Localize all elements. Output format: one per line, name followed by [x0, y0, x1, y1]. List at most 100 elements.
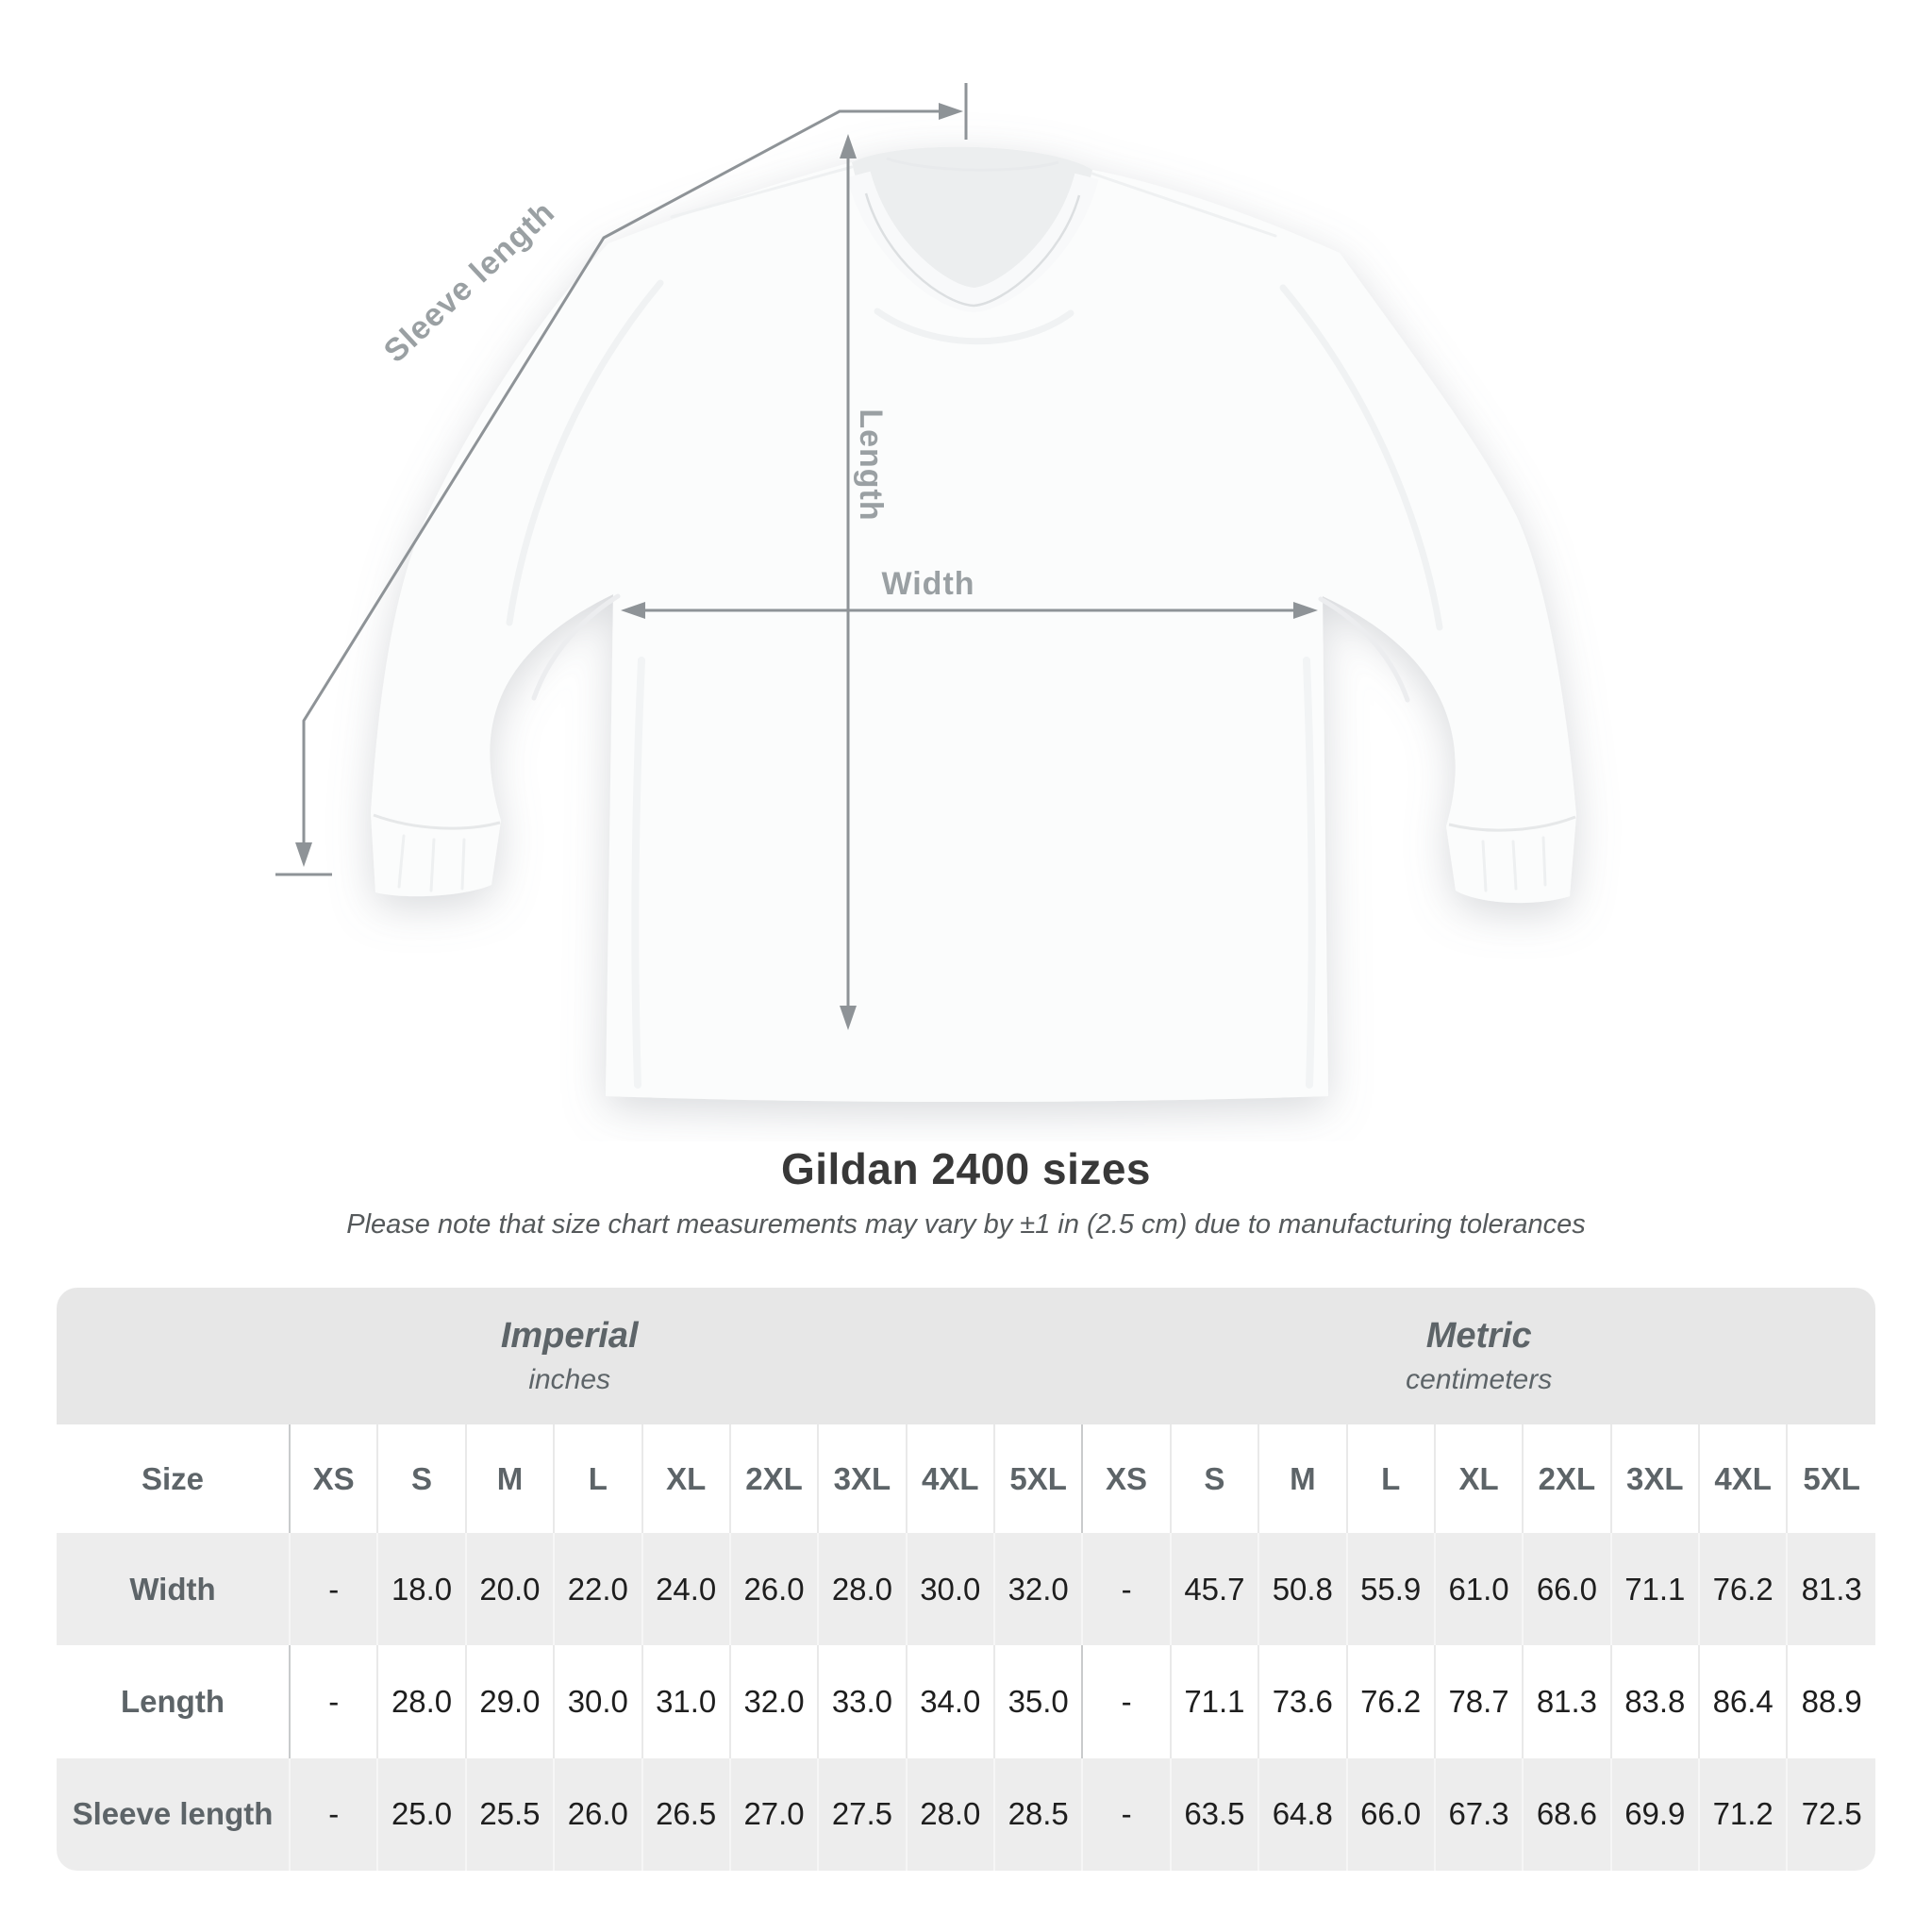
tolerance-note: Please note that size chart measurements…: [346, 1209, 1586, 1240]
left-armpit-crease: [531, 593, 621, 701]
table-cell: -: [288, 1645, 378, 1758]
imperial-label: Imperial: [500, 1316, 639, 1356]
col-header-metric-3xl: 3XL: [1609, 1424, 1699, 1533]
chest-collar-shadow: [874, 308, 1074, 345]
table-cell: 88.9: [1786, 1645, 1875, 1758]
table-cell: 50.8: [1257, 1533, 1347, 1646]
collar-band: [846, 171, 1099, 313]
right-body-shadow: [1303, 657, 1316, 1089]
table-cell: 26.0: [728, 1533, 819, 1646]
sleeve-length-line: [302, 109, 958, 860]
table-cell: 30.0: [905, 1533, 994, 1646]
length-label: Length: [853, 408, 889, 521]
table-cell: 71.1: [1169, 1645, 1259, 1758]
table-cell: 33.0: [817, 1645, 907, 1758]
table-cell: 73.6: [1257, 1645, 1347, 1758]
table-cell: -: [1081, 1645, 1171, 1758]
table-cell: 28.0: [376, 1645, 466, 1758]
col-header-imperial-4xl: 4XL: [905, 1424, 994, 1533]
left-shoulder-seam: [670, 165, 854, 219]
col-header-metric-m: M: [1257, 1424, 1347, 1533]
left-body-shadow: [631, 657, 645, 1089]
length-measure: Length: [840, 134, 889, 1030]
table-cell: 81.3: [1786, 1533, 1875, 1646]
left-cuff-seam: [373, 813, 501, 830]
size-col-header: Size: [141, 1460, 205, 1496]
shirt-illustration: [371, 146, 1576, 1103]
table-cell: 78.7: [1433, 1645, 1524, 1758]
table-cell: 63.5: [1169, 1757, 1259, 1871]
row-label: Sleeve length: [72, 1796, 274, 1832]
imperial-unit-header: Imperial inches: [57, 1288, 1082, 1424]
title-block: Gildan 2400 sizes Please note that size …: [0, 1143, 1932, 1241]
table-cell: 29.0: [464, 1645, 555, 1758]
sleeve-length-row: Sleeve length - 25.0 25.5 26.0 26.5 27.0…: [57, 1757, 1875, 1871]
col-header-metric-s: S: [1169, 1424, 1259, 1533]
table-cell: 28.5: [992, 1757, 1083, 1871]
table-cell: 69.9: [1609, 1757, 1699, 1871]
table-cell: 55.9: [1345, 1533, 1435, 1646]
table-cell: 34.0: [905, 1645, 994, 1758]
table-cell: 45.7: [1169, 1533, 1259, 1646]
table-cell: -: [288, 1533, 378, 1646]
table-cell: 25.5: [464, 1757, 555, 1871]
table-cell: 64.8: [1257, 1757, 1347, 1871]
sleeve-length-arrowhead-right: [939, 103, 963, 120]
right-cuff-seam: [1448, 815, 1576, 832]
length-arrowhead-up: [840, 134, 857, 158]
right-armpit-crease: [1318, 596, 1410, 703]
table-cell: 27.0: [728, 1757, 819, 1871]
table-cell: 30.0: [553, 1645, 642, 1758]
width-arrowhead-left: [621, 602, 645, 619]
metric-unit: centimeters: [1406, 1364, 1553, 1395]
col-header-imperial-xl: XL: [641, 1424, 730, 1533]
table-cell: 26.5: [641, 1757, 730, 1871]
col-header-metric-l: L: [1345, 1424, 1435, 1533]
table-cell: -: [1081, 1757, 1171, 1871]
table-cell: 71.1: [1609, 1533, 1699, 1646]
width-measure: Width: [621, 566, 1318, 619]
metric-unit-header: Metric centimeters: [1082, 1288, 1875, 1424]
right-sleeve-crease: [1279, 284, 1443, 631]
table-cell: 83.8: [1609, 1645, 1699, 1758]
back-collar-line: [886, 157, 1059, 172]
table-cell: 31.0: [641, 1645, 730, 1758]
unit-band: Imperial inches Metric centimeters: [57, 1288, 1875, 1424]
table-cell: 35.0: [992, 1645, 1083, 1758]
width-label: Width: [881, 566, 974, 602]
page-title: Gildan 2400 sizes: [780, 1144, 1152, 1193]
table-cell: 32.0: [728, 1645, 819, 1758]
imperial-unit: inches: [528, 1364, 611, 1395]
col-header-metric-xl: XL: [1433, 1424, 1524, 1533]
table-cell: 28.0: [905, 1757, 994, 1871]
table-cell: 67.3: [1433, 1757, 1524, 1871]
table-cell: 25.0: [376, 1757, 466, 1871]
col-header-imperial-l: L: [553, 1424, 642, 1533]
sleeve-length-arrowhead-down: [295, 842, 312, 867]
left-cuff-ribs: [397, 834, 466, 892]
size-table: Size XS S M L XL 2XL 3XL 4XL 5XL XS S M …: [57, 1424, 1875, 1871]
collar-seam: [864, 192, 1081, 308]
col-header-imperial-5xl: 5XL: [992, 1424, 1083, 1533]
table-cell: 66.0: [1345, 1757, 1435, 1871]
table-cell: 26.0: [553, 1757, 642, 1871]
length-row: Length - 28.0 29.0 30.0 31.0 32.0 33.0 3…: [57, 1645, 1875, 1758]
row-label: Length: [121, 1683, 225, 1719]
row-label: Width: [129, 1571, 216, 1607]
left-sleeve-crease: [506, 279, 664, 626]
table-cell: 24.0: [641, 1533, 730, 1646]
table-cell: 28.0: [817, 1533, 907, 1646]
size-header-row: Size XS S M L XL 2XL 3XL 4XL 5XL XS S M …: [57, 1424, 1875, 1533]
col-header-metric-xs: XS: [1081, 1424, 1171, 1533]
table-cell: 61.0: [1433, 1533, 1524, 1646]
col-header-imperial-xs: XS: [288, 1424, 378, 1533]
table-cell: -: [1081, 1533, 1171, 1646]
width-arrowhead-right: [1293, 602, 1318, 619]
table-cell: 72.5: [1786, 1757, 1875, 1871]
right-shoulder-seam: [1091, 172, 1277, 238]
table-cell: 22.0: [553, 1533, 642, 1646]
table-cell: -: [288, 1757, 378, 1871]
col-header-imperial-s: S: [376, 1424, 466, 1533]
table-cell: 76.2: [1345, 1645, 1435, 1758]
